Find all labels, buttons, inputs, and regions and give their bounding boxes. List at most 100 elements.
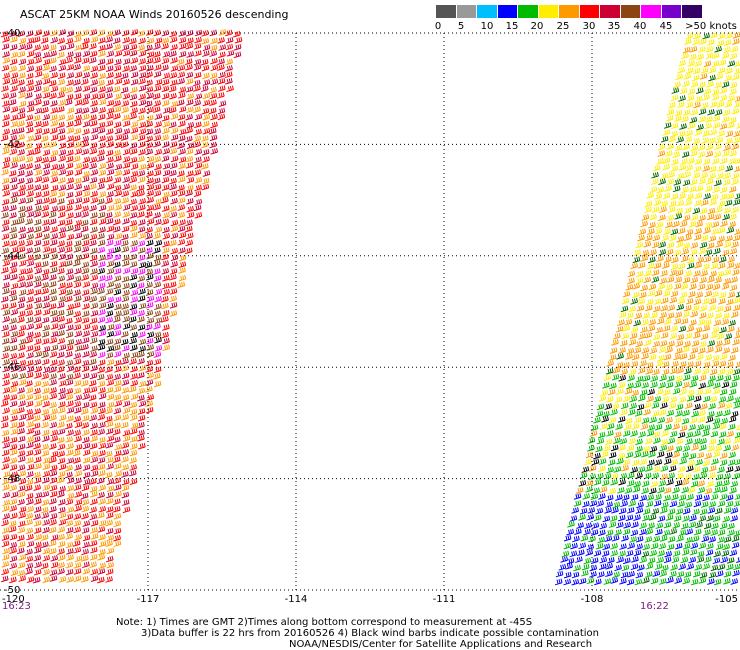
wind-barb (651, 508, 660, 515)
wind-barb (606, 423, 615, 430)
wind-barb (49, 401, 57, 409)
wind-barb (82, 442, 91, 450)
wind-barb (90, 79, 99, 86)
wind-barb (690, 214, 699, 221)
wind-barb (671, 493, 679, 501)
wind-barb (112, 428, 121, 436)
wind-barb (66, 576, 74, 583)
wind-barb (154, 239, 163, 247)
wind-barb (2, 240, 10, 248)
wind-barb (706, 312, 714, 319)
wind-barb (685, 32, 694, 40)
wind-barb (727, 529, 735, 537)
wind-barb (712, 122, 721, 129)
wind-barb (74, 44, 82, 51)
wind-barb (709, 32, 718, 39)
wind-barb (717, 500, 726, 507)
wind-barb (122, 168, 131, 176)
wind-barb (98, 50, 106, 57)
wind-barb (121, 114, 130, 121)
wind-barb (651, 276, 660, 283)
wind-barb (694, 158, 703, 165)
wind-barb (130, 246, 138, 253)
wind-barb (153, 323, 161, 330)
wind-barb (682, 507, 691, 515)
wind-barb (652, 431, 661, 438)
wind-barb (90, 575, 99, 582)
wind-barb (73, 415, 81, 423)
wind-barb (81, 135, 89, 143)
wind-barb (58, 387, 66, 395)
wind-barb (177, 135, 186, 142)
wind-barb (630, 298, 638, 305)
wind-barb (722, 543, 730, 551)
wind-barb (678, 164, 687, 171)
footnote-line-1: Note: 1) Times are GMT 2)Times along bot… (116, 617, 533, 628)
wind-barb (711, 522, 719, 530)
wind-barb (66, 212, 74, 220)
wind-barb (217, 107, 226, 115)
wind-barb (41, 120, 49, 128)
wind-barb (721, 81, 730, 88)
wind-barb (658, 241, 667, 249)
wind-barb (593, 549, 602, 557)
wind-barb (2, 128, 10, 136)
wind-barb (724, 333, 733, 340)
wind-barb (733, 262, 740, 270)
wind-barb (74, 204, 82, 211)
wind-barb (571, 507, 579, 514)
wind-barb (717, 165, 725, 172)
wind-barb (161, 92, 170, 100)
wind-barb (683, 207, 692, 214)
wind-barb (65, 56, 73, 64)
wind-barb (1, 43, 10, 50)
wind-barb (66, 554, 74, 561)
wind-barb (9, 400, 18, 408)
colorbar-label: 15 (505, 21, 519, 32)
wind-barb (169, 288, 178, 295)
wind-barb (81, 107, 90, 114)
wind-barb (120, 239, 129, 247)
wind-barb (704, 354, 713, 361)
wind-barb (73, 568, 82, 575)
wind-barb (717, 67, 726, 74)
wind-barb (154, 121, 162, 128)
wind-barb (667, 206, 676, 213)
wind-barb (691, 340, 700, 347)
wind-barb (145, 273, 154, 281)
wind-barb (41, 72, 50, 80)
wind-barb (692, 172, 701, 179)
wind-barb (98, 562, 106, 569)
wind-barb (145, 406, 154, 414)
wind-barb (731, 541, 740, 549)
wind-barb (106, 296, 115, 304)
wind-barb (122, 148, 131, 156)
wind-barb (34, 365, 43, 373)
wind-barb (659, 340, 668, 347)
wind-barb (721, 150, 730, 157)
wind-barb (105, 456, 114, 464)
wind-barb (576, 522, 584, 529)
wind-barb (129, 443, 138, 450)
wind-barb (657, 150, 666, 157)
wind-barb (194, 121, 202, 129)
wind-barb (106, 225, 115, 233)
wind-barb (129, 86, 138, 94)
wind-barb (682, 242, 691, 249)
wind-barb (26, 79, 34, 86)
wind-barb (706, 346, 714, 353)
wind-barb (8, 92, 17, 99)
wind-barb (98, 98, 107, 106)
wind-barb (105, 149, 114, 157)
wind-barb (10, 408, 19, 416)
wind-barb (50, 323, 59, 330)
wind-barb (719, 452, 728, 459)
wind-barb (26, 72, 34, 80)
wind-barb (50, 134, 59, 141)
wind-barb (138, 58, 146, 65)
wind-barb (169, 169, 177, 177)
wind-barb (137, 226, 146, 233)
wind-barb (670, 193, 679, 200)
wind-barb (90, 226, 98, 234)
wind-barb (98, 519, 107, 527)
